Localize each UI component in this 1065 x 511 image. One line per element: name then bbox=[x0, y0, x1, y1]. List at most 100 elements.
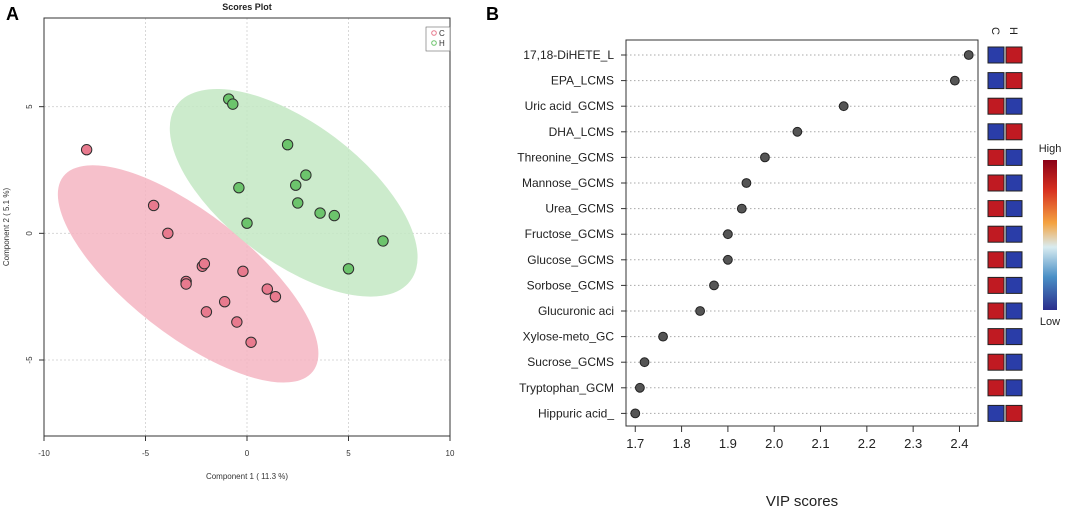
vip-feature-label: 17,18-DiHETE_L bbox=[523, 48, 614, 62]
vip-feature-label: Tryptophan_GCM bbox=[519, 381, 614, 395]
vip-point bbox=[630, 408, 641, 419]
score-point-c bbox=[162, 227, 174, 240]
score-point-h bbox=[292, 197, 304, 209]
legend-box bbox=[425, 26, 451, 52]
vip-x-tick-label: 1.7 bbox=[626, 436, 644, 451]
score-point-h bbox=[281, 138, 294, 151]
heatmap-col-h: H bbox=[1007, 27, 1019, 35]
score-point-h bbox=[241, 217, 253, 229]
ellipse-h bbox=[169, 88, 418, 297]
scores-y-tick-label: 0 bbox=[25, 231, 34, 236]
vip-point bbox=[722, 229, 733, 240]
vip-feature-label: Fructose_GCMS bbox=[525, 227, 614, 241]
vip-x-tick-label: 2.4 bbox=[950, 436, 968, 451]
vip-x-tick-label: 2.2 bbox=[858, 436, 876, 451]
vip-feature-label: Sucrose_GCMS bbox=[527, 355, 614, 369]
scores-plot-title: Scores Plot bbox=[222, 2, 272, 12]
vip-point bbox=[760, 152, 770, 163]
score-point-c bbox=[180, 278, 192, 290]
legend-h-label: H bbox=[439, 39, 445, 48]
heatmap-cell-c bbox=[987, 379, 1005, 397]
scores-x-ticks: -10 -5 0 5 10 bbox=[38, 436, 455, 458]
heatmap-cell-c bbox=[987, 200, 1005, 218]
vip-feature-label: DHA_LCMS bbox=[549, 125, 614, 139]
vip-feature-label: Mannose_GCMS bbox=[522, 176, 614, 190]
heatmap-cell-h bbox=[1005, 97, 1023, 115]
scores-plot: Scores Plot -10 -5 0 5 10 -5 0 5 Component 1 (… bbox=[2, 2, 455, 481]
heatmap-cell-c bbox=[987, 148, 1005, 166]
score-point-c bbox=[198, 258, 211, 270]
vip-point bbox=[949, 75, 960, 86]
score-point-h bbox=[290, 179, 302, 191]
vip-point bbox=[741, 178, 752, 188]
color-scale-bar bbox=[1043, 160, 1057, 310]
vip-feature-label: Glucose_GCMS bbox=[527, 253, 614, 267]
vip-feature-label: Sorbose_GCMS bbox=[527, 278, 614, 292]
vip-point bbox=[963, 50, 974, 60]
vip-x-ticks: 1.7 1.8 1.9 2.0 2.1 2.2 2.3 2.4 bbox=[626, 426, 969, 451]
vip-feature-label: Urea_GCMS bbox=[545, 202, 614, 216]
scores-x-tick-label: -10 bbox=[38, 449, 50, 458]
score-point-c bbox=[261, 283, 273, 295]
scores-x-tick-label: 5 bbox=[346, 449, 351, 458]
heatmap-cell-h bbox=[1005, 353, 1023, 371]
score-point-c bbox=[231, 316, 243, 328]
score-point-c bbox=[269, 290, 282, 303]
score-point-h bbox=[342, 263, 355, 275]
heatmap-cell-h bbox=[1005, 174, 1023, 192]
heatmap-cell-c bbox=[987, 328, 1005, 346]
score-point-c bbox=[245, 336, 257, 348]
vip-feature-label: Uric acid_GCMS bbox=[525, 99, 614, 113]
scores-x-tick-label: 10 bbox=[446, 449, 455, 458]
scores-points bbox=[80, 93, 389, 348]
vip-plot-frame bbox=[625, 39, 979, 427]
ellipse-c bbox=[57, 165, 319, 383]
score-point-c bbox=[147, 199, 160, 212]
heatmap-cell-c bbox=[987, 72, 1005, 90]
panel-b-letter: B bbox=[486, 4, 499, 24]
scores-x-tick-label: 0 bbox=[245, 449, 250, 458]
scores-y-ticks: -5 0 5 bbox=[25, 104, 44, 364]
score-point-h bbox=[227, 98, 239, 110]
heatmap-cell-h bbox=[1005, 302, 1023, 320]
score-point-c bbox=[237, 265, 249, 278]
heatmap-cell-h bbox=[1005, 72, 1023, 90]
heatmap-cell-c bbox=[987, 46, 1005, 64]
vip-rows: 17,18-DiHETE_L EPA_LCMS Uric acid_GCMS DHA_… bbox=[517, 48, 978, 420]
vip-x-tick-label: 2.3 bbox=[904, 436, 922, 451]
heatmap-cell-h bbox=[1005, 148, 1023, 166]
scores-x-label: Component 1 ( 11.3 %) bbox=[206, 472, 288, 481]
vip-point bbox=[722, 254, 733, 265]
panel-a-letter: A bbox=[6, 4, 19, 24]
heatmap-cell-c bbox=[987, 302, 1005, 320]
heatmap-cell-c bbox=[987, 174, 1005, 192]
scores-y-tick-label: -5 bbox=[25, 356, 34, 364]
vip-heatmap bbox=[987, 46, 1023, 422]
scores-x-tick-label: -5 bbox=[142, 449, 150, 458]
vip-plot: 17,18-DiHETE_L EPA_LCMS Uric acid_GCMS DHA_… bbox=[517, 27, 1061, 510]
score-point-c bbox=[80, 144, 93, 156]
legend-c-marker bbox=[431, 30, 437, 36]
vip-x-tick-label: 1.8 bbox=[673, 436, 691, 451]
heatmap-cell-h bbox=[1005, 276, 1023, 294]
heatmap-cell-h bbox=[1005, 200, 1023, 218]
vip-feature-label: Threonine_GCMS bbox=[517, 150, 614, 164]
scores-ellipses bbox=[57, 88, 418, 383]
heatmap-col-c: C bbox=[989, 27, 1001, 35]
heatmap-cell-c bbox=[987, 251, 1005, 269]
vip-point bbox=[658, 331, 668, 342]
vip-point bbox=[736, 203, 747, 214]
vip-point bbox=[792, 126, 803, 137]
heatmap-cell-h bbox=[1005, 251, 1023, 269]
heatmap-cell-h bbox=[1005, 328, 1023, 346]
score-point-h bbox=[300, 169, 312, 181]
score-point-c bbox=[218, 296, 231, 308]
scale-low-label: Low bbox=[1040, 316, 1060, 328]
heatmap-cell-h bbox=[1005, 225, 1023, 243]
heatmap-cell-c bbox=[987, 97, 1005, 115]
vip-feature-label: Xylose-meto_GC bbox=[523, 330, 615, 344]
vip-feature-label: Glucuronic aci bbox=[538, 304, 614, 318]
heatmap-cell-c bbox=[987, 404, 1005, 422]
score-point-h bbox=[233, 182, 245, 194]
